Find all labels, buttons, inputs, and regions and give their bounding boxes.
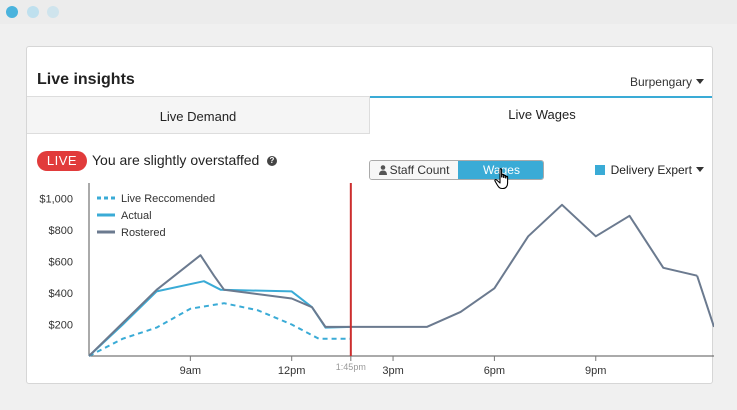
- tab-live-demand[interactable]: Live Demand: [27, 96, 370, 134]
- live-badge: LIVE: [37, 151, 87, 171]
- person-icon: [378, 165, 387, 175]
- close-window-button[interactable]: [6, 6, 18, 18]
- legend-entry: Live Reccomended: [121, 193, 215, 205]
- y-tick-label: $800: [49, 225, 73, 237]
- location-label: Burpengary: [629, 75, 692, 89]
- hand-cursor-icon: [494, 168, 509, 190]
- live-reccomended-series-line: [88, 302, 351, 357]
- x-tick-label: 1:45pm: [336, 362, 366, 372]
- location-dropdown[interactable]: Burpengary: [630, 75, 704, 89]
- y-tick-label: $400: [49, 288, 73, 300]
- y-tick-label: $1,000: [39, 193, 73, 205]
- chevron-down-icon: [696, 167, 704, 172]
- chevron-down-icon: [696, 79, 704, 84]
- staff-count-label: Staff Count: [389, 163, 450, 177]
- card-title: Live insights: [37, 71, 135, 88]
- rostered-continuation-series-line: [696, 275, 714, 328]
- live-wages-chart: $200 $400 $600 $800 $1,000 9am 12pm 1:45pm 3pm 6p…: [39, 183, 714, 377]
- role-label: Delivery Expert: [610, 163, 692, 177]
- minimize-window-button[interactable]: [27, 6, 39, 18]
- role-dropdown[interactable]: Delivery Expert: [594, 163, 704, 177]
- rostered-series-line: [88, 203, 698, 357]
- y-tick-label: $200: [49, 319, 73, 331]
- role-color-swatch: [594, 165, 605, 175]
- staff-count-button[interactable]: Staff Count: [370, 161, 458, 179]
- zoom-window-button[interactable]: [47, 6, 59, 18]
- x-tick-label: 9pm: [585, 365, 606, 377]
- legend-entry: Actual: [121, 210, 152, 222]
- window-titlebar: [0, 0, 737, 24]
- staffing-status-text: You are slightly overstaffed: [92, 152, 260, 168]
- x-tick-label: 3pm: [382, 365, 403, 377]
- help-icon[interactable]: ?: [267, 156, 277, 166]
- x-tick-label: 12pm: [278, 365, 306, 377]
- x-tick-label: 9am: [180, 365, 201, 377]
- y-tick-label: $600: [49, 256, 73, 268]
- x-tick-label: 6pm: [484, 365, 505, 377]
- tab-live-wages[interactable]: Live Wages: [370, 96, 712, 134]
- legend-entry: Rostered: [121, 227, 166, 239]
- metric-toggle: Staff Count Wages: [369, 160, 544, 180]
